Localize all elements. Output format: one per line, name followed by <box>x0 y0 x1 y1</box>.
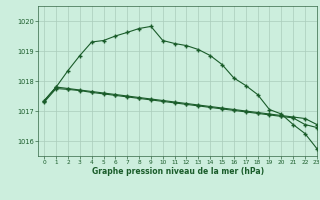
X-axis label: Graphe pression niveau de la mer (hPa): Graphe pression niveau de la mer (hPa) <box>92 167 264 176</box>
